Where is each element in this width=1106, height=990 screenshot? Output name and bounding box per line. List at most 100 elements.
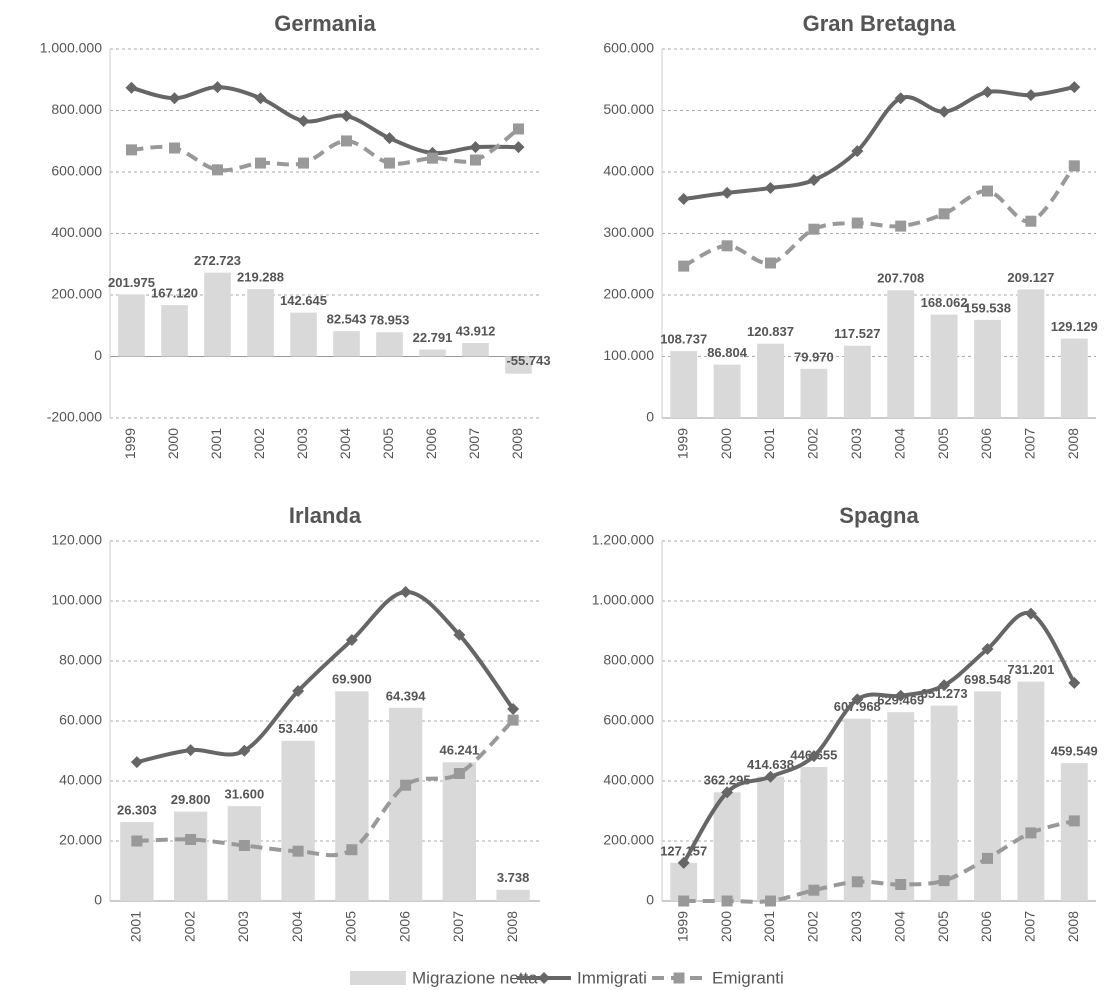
marker bbox=[341, 135, 352, 147]
marker bbox=[851, 876, 863, 888]
marker bbox=[1024, 607, 1037, 620]
y-tick-label: 800.000 bbox=[603, 652, 654, 668]
marker bbox=[765, 895, 776, 907]
x-tick-label: 2002 bbox=[251, 428, 267, 459]
x-tick-label: 2002 bbox=[181, 911, 197, 942]
bar bbox=[974, 691, 1001, 901]
y-tick-label: 600.000 bbox=[603, 40, 654, 56]
x-tick-label: 2005 bbox=[935, 428, 951, 459]
marker bbox=[292, 685, 305, 697]
bar bbox=[173, 811, 208, 901]
x-tick-label: 2004 bbox=[289, 911, 305, 942]
data-label: 414.638 bbox=[747, 757, 794, 772]
y-tick-label: 600.000 bbox=[51, 163, 102, 179]
marker bbox=[982, 852, 993, 864]
marker bbox=[807, 750, 820, 763]
legend-marker bbox=[538, 972, 550, 984]
line bbox=[136, 589, 515, 765]
bar bbox=[281, 740, 315, 901]
bar bbox=[974, 319, 1001, 418]
marker bbox=[238, 744, 251, 757]
x-tick-label: 2001 bbox=[208, 428, 224, 459]
marker bbox=[678, 260, 690, 272]
x-tick-label: 2001 bbox=[128, 911, 144, 942]
x-tick-label: 1999 bbox=[122, 428, 138, 459]
marker bbox=[677, 856, 690, 869]
bar bbox=[757, 776, 784, 901]
marker bbox=[185, 834, 197, 845]
data-label: 78.953 bbox=[370, 313, 410, 328]
data-label: 142.645 bbox=[280, 293, 327, 308]
marker bbox=[1025, 215, 1037, 227]
line bbox=[681, 610, 1077, 864]
marker bbox=[169, 142, 180, 154]
line bbox=[683, 85, 1075, 202]
marker bbox=[1068, 160, 1080, 172]
x-tick-label: 2008 bbox=[1065, 428, 1081, 459]
marker bbox=[211, 81, 224, 94]
bar bbox=[376, 332, 403, 357]
chart-title: Germania bbox=[274, 11, 376, 36]
marker bbox=[1025, 827, 1037, 839]
bar bbox=[670, 862, 698, 901]
marker bbox=[894, 92, 907, 105]
bar bbox=[713, 364, 741, 418]
marker bbox=[851, 145, 864, 158]
data-label: 127.157 bbox=[660, 843, 707, 858]
x-tick-label: 2002 bbox=[805, 428, 821, 459]
data-label: 86.804 bbox=[707, 345, 748, 360]
marker bbox=[125, 81, 138, 94]
y-tick-label: 0 bbox=[646, 892, 654, 908]
chart-title: Gran Bretagna bbox=[803, 11, 957, 36]
x-tick-label: 2003 bbox=[848, 911, 864, 942]
data-label: 3.738 bbox=[497, 870, 530, 885]
y-tick-label: 40.000 bbox=[59, 772, 102, 788]
marker bbox=[383, 132, 396, 145]
chart-title: Spagna bbox=[839, 503, 919, 528]
bar bbox=[1017, 289, 1045, 418]
x-tick-label: 2000 bbox=[718, 428, 734, 459]
bar bbox=[1017, 681, 1045, 901]
legend-label: Emigranti bbox=[712, 968, 784, 987]
line bbox=[131, 127, 520, 173]
bar bbox=[496, 889, 530, 901]
bar bbox=[930, 705, 958, 901]
bar bbox=[713, 792, 741, 901]
marker bbox=[470, 154, 481, 166]
x-tick-label: 2007 bbox=[1022, 911, 1038, 942]
x-tick-label: 2001 bbox=[761, 428, 777, 459]
x-tick-label: 2004 bbox=[891, 428, 907, 459]
marker bbox=[507, 714, 519, 726]
marker bbox=[399, 586, 412, 598]
data-label: 168.062 bbox=[921, 295, 968, 310]
marker bbox=[851, 217, 863, 229]
marker bbox=[981, 86, 994, 99]
x-tick-label: 2008 bbox=[1065, 911, 1081, 942]
y-tick-label: 500.000 bbox=[603, 101, 654, 117]
y-tick-label: 0 bbox=[94, 892, 102, 908]
y-tick-label: 0 bbox=[94, 347, 102, 363]
marker bbox=[298, 157, 309, 169]
y-tick-label: 0 bbox=[646, 409, 654, 425]
marker bbox=[721, 186, 734, 199]
y-tick-label: 100.000 bbox=[51, 592, 102, 608]
bar bbox=[227, 806, 262, 901]
line bbox=[130, 85, 519, 156]
data-label: 22.791 bbox=[413, 330, 453, 345]
bar bbox=[388, 707, 423, 901]
y-tick-label: 20.000 bbox=[59, 832, 102, 848]
y-tick-label: 200.000 bbox=[51, 286, 102, 302]
x-tick-label: 2007 bbox=[1022, 428, 1038, 459]
legend-label: Immigrati bbox=[577, 968, 647, 987]
marker bbox=[513, 123, 524, 135]
bar bbox=[757, 343, 784, 418]
bar bbox=[161, 305, 188, 357]
marker bbox=[764, 770, 777, 783]
bar bbox=[843, 718, 871, 901]
x-tick-label: 2001 bbox=[761, 911, 777, 942]
bar bbox=[442, 762, 477, 901]
bar bbox=[333, 331, 360, 357]
y-tick-label: 300.000 bbox=[603, 224, 654, 240]
marker bbox=[938, 105, 951, 118]
y-tick-label: 80.000 bbox=[59, 652, 102, 668]
